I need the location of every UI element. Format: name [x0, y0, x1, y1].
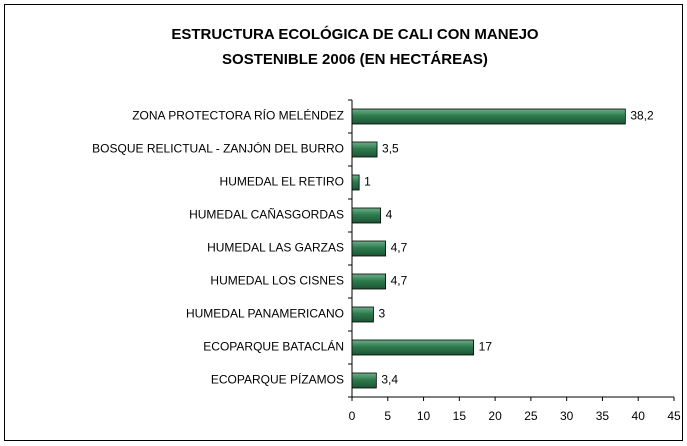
data-label: 1 [364, 175, 371, 189]
y-tick-label: HUMEDAL EL RETIRO [220, 175, 344, 189]
x-tick-label: 15 [453, 409, 467, 423]
data-label: 4,7 [391, 241, 408, 255]
y-tick-label: ECOPARQUE PÍZAMOS [211, 372, 344, 387]
x-tick-label: 30 [560, 409, 574, 423]
bar [351, 339, 475, 356]
bar [351, 372, 377, 389]
x-tick-label: 40 [632, 409, 646, 423]
y-tick-label: HUMEDAL PANAMERICANO [186, 307, 344, 321]
x-tick-label: 25 [524, 409, 538, 423]
y-tick-label: ECOPARQUE BATACLÁN [203, 339, 344, 354]
data-label: 38,2 [630, 109, 654, 123]
data-label: 3,5 [382, 142, 399, 156]
data-label: 4 [386, 208, 393, 222]
data-label: 17 [479, 340, 493, 354]
y-tick-label: BOSQUE RELICTUAL - ZANJÓN DEL BURRO [92, 141, 344, 156]
data-label: 3 [378, 307, 385, 321]
chart-title: SOSTENIBLE 2006 (EN HECTÁREAS) [222, 51, 488, 68]
chart-border [4, 4, 683, 441]
bar [351, 273, 387, 290]
x-tick-label: 35 [596, 409, 610, 423]
x-tick-label: 45 [667, 409, 681, 423]
data-label: 3,4 [381, 373, 398, 387]
x-tick-label: 0 [349, 409, 356, 423]
y-tick-label: HUMEDAL LAS GARZAS [207, 241, 344, 255]
bar [351, 207, 382, 224]
y-tick-label: HUMEDAL LOS CISNES [210, 274, 344, 288]
bar [351, 306, 374, 323]
x-tick-label: 20 [488, 409, 502, 423]
chart-title: ESTRUCTURA ECOLÓGICA DE CALI CON MANEJO [171, 25, 539, 43]
y-tick-label: HUMEDAL CAÑASGORDAS [189, 208, 344, 222]
bar [351, 108, 626, 125]
bar [351, 174, 360, 191]
data-label: 4,7 [391, 274, 408, 288]
bar [351, 141, 378, 158]
bar [351, 240, 387, 257]
x-tick-label: 10 [417, 409, 431, 423]
y-tick-label: ZONA PROTECTORA RÍO MELÉNDEZ [132, 108, 344, 123]
x-tick-label: 5 [384, 409, 391, 423]
